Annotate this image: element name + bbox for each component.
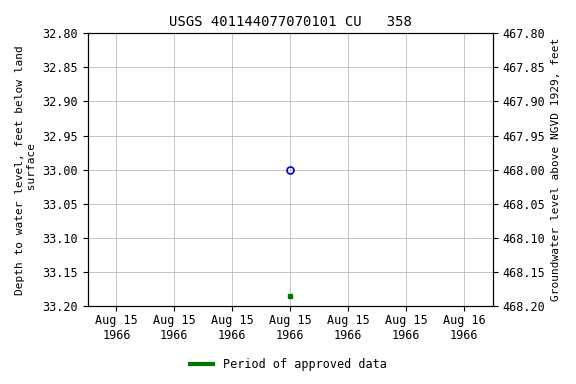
Y-axis label: Depth to water level, feet below land
 surface: Depth to water level, feet below land su… [15,45,37,295]
Y-axis label: Groundwater level above NGVD 1929, feet: Groundwater level above NGVD 1929, feet [551,38,561,301]
Legend: Period of approved data: Period of approved data [185,354,391,376]
Title: USGS 401144077070101 CU   358: USGS 401144077070101 CU 358 [169,15,412,29]
